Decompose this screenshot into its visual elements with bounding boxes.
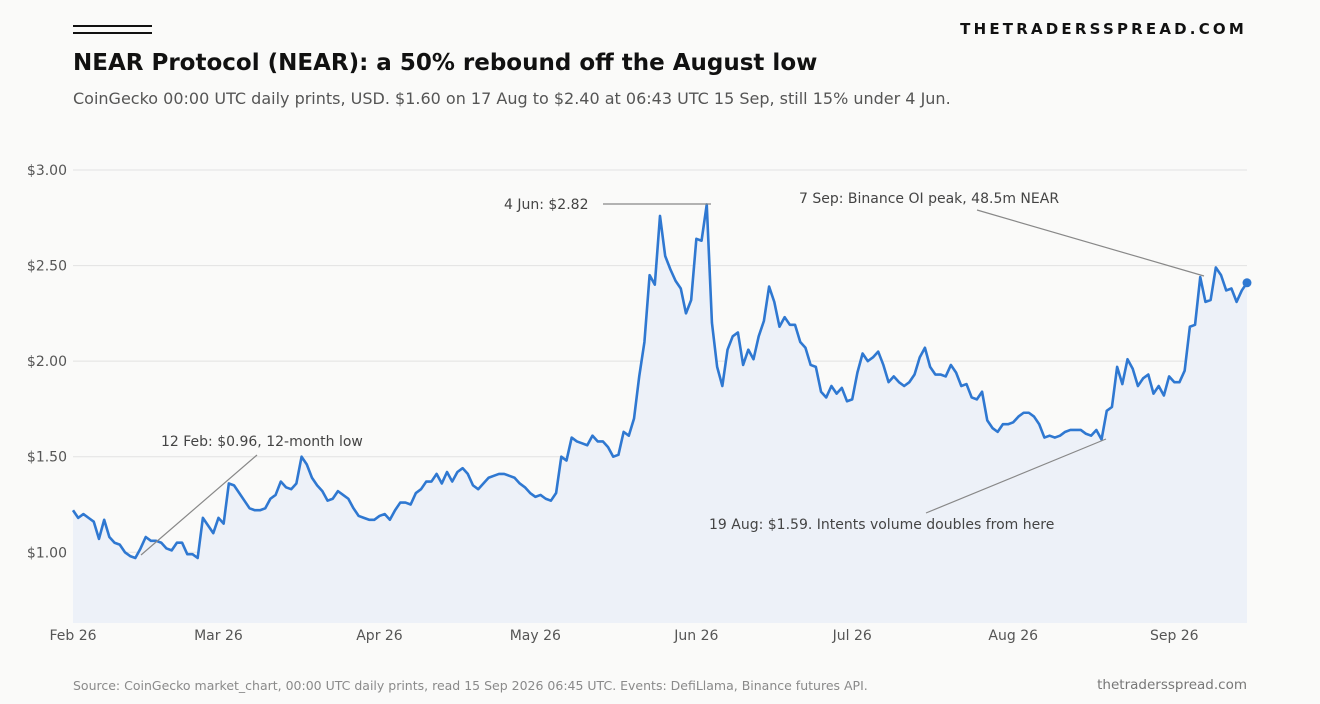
latest-price-dot [1242, 278, 1252, 288]
y-tick-label: $1.50 [27, 450, 67, 466]
header-rule-top [73, 25, 152, 27]
x-tick-label: Apr 26 [356, 628, 403, 644]
annotation-leader-oi-peak [976, 209, 1205, 277]
price-area-fill [73, 204, 1247, 623]
y-tick-label: $2.00 [27, 354, 67, 370]
chart-subtitle: CoinGecko 00:00 UTC daily prints, USD. $… [73, 89, 951, 108]
y-axis-ticks: $1.00 $1.50 $2.00 $2.50 $3.00 [27, 163, 67, 561]
header-rule-bottom [73, 32, 152, 34]
source-note: Source: CoinGecko market_chart, 00:00 UT… [73, 678, 868, 693]
x-tick-label: Aug 26 [988, 628, 1038, 644]
x-tick-label: Sep 26 [1150, 628, 1199, 644]
x-tick-label: Jun 26 [673, 628, 718, 644]
y-tick-label: $3.00 [27, 163, 67, 179]
x-axis-ticks: Feb 26 Mar 26 Apr 26 May 26 Jun 26 Jul 26 Aug … [49, 628, 1198, 644]
annotation-jun-high: 4 Jun: $2.82 [504, 197, 588, 213]
price-series-line [71, 203, 1249, 560]
x-tick-label: May 26 [510, 628, 561, 644]
x-tick-label: Jul 26 [832, 628, 872, 644]
annotation-oi-peak: 7 Sep: Binance OI peak, 48.5m NEAR [799, 191, 1059, 207]
annotation-aug-intents: 19 Aug: $1.59. Intents volume doubles fr… [709, 517, 1054, 533]
chart-title: NEAR Protocol (NEAR): a 50% rebound off … [73, 50, 818, 76]
annotation-leader-feb-low [140, 454, 258, 556]
y-tick-label: $1.00 [27, 545, 67, 561]
annotation-leader-aug-intents [925, 438, 1107, 514]
x-tick-label: Feb 26 [49, 628, 96, 644]
brand-wordmark: THETRADERSSPREAD.COM [960, 20, 1247, 38]
x-tick-label: Mar 26 [194, 628, 243, 644]
annotations: 12 Feb: $0.96, 12-month low 4 Jun: $2.82… [140, 191, 1205, 556]
y-tick-label: $2.50 [27, 259, 67, 275]
footer-site-link[interactable]: thetradersspread.com [1097, 677, 1247, 693]
annotation-feb-low: 12 Feb: $0.96, 12-month low [161, 434, 363, 450]
